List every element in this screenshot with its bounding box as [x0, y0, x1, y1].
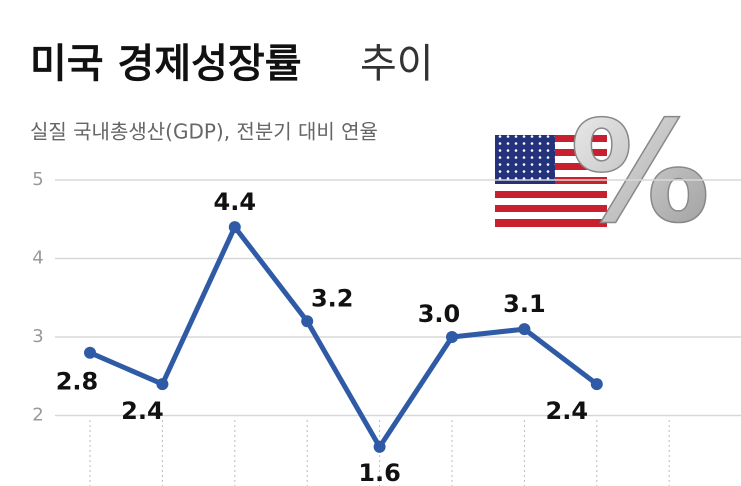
data-label: 3.0 [418, 300, 461, 328]
data-point [228, 221, 241, 234]
y-tick-label: 2 [32, 405, 43, 426]
flag-icon [495, 135, 607, 227]
y-tick-label: 4 [32, 248, 43, 269]
data-point [518, 323, 531, 336]
data-label: 3.1 [503, 290, 546, 318]
data-label: 3.2 [311, 284, 354, 312]
data-point [301, 315, 314, 328]
plot: 1 2 3 4 5 2.8 2.4 4.4 3.2 1.6 3.0 3.1 2.4 [32, 169, 741, 486]
data-point [590, 378, 603, 391]
data-point [84, 346, 96, 359]
chart-subtitle: 실질 국내총생산(GDP), 전분기 대비 연율 [30, 120, 378, 144]
data-point [446, 331, 458, 343]
data-line [89, 224, 599, 450]
data-point [156, 378, 169, 391]
data-label: 2.8 [56, 368, 99, 396]
data-label: 4.4 [214, 188, 257, 216]
y-tick-label: 3 [32, 326, 43, 347]
data-point [373, 440, 386, 453]
chart-title-suffix: 추이 [360, 41, 434, 87]
data-label: 2.4 [121, 397, 164, 425]
percent-icon: % [570, 92, 710, 255]
chart-title: 미국 경제성장률 [30, 41, 302, 87]
y-tick-label: 1 [32, 483, 43, 486]
data-label: 2.4 [546, 397, 589, 425]
y-tick-label: 5 [32, 169, 43, 190]
data-label: 1.6 [358, 459, 401, 486]
